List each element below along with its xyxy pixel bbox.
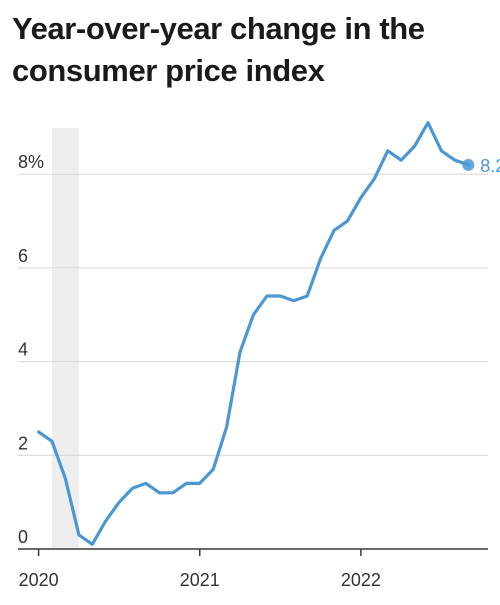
chart-title: Year-over-year change in the consumer pr… <box>12 11 425 88</box>
x-tick-label-2020: 2020 <box>19 570 59 590</box>
x-tick-labels: 2020 2021 2022 <box>19 570 381 590</box>
shaded-period <box>52 128 79 549</box>
y-tick-label-2: 2 <box>18 433 28 453</box>
x-axis <box>18 548 488 556</box>
x-tick-label-2021: 2021 <box>180 570 220 590</box>
end-value-label: 8.2 <box>480 156 500 176</box>
y-tick-labels: 0 2 4 6 8% <box>18 152 44 547</box>
series-layer: 8.2 <box>36 121 500 546</box>
series-line-cpi <box>36 121 470 546</box>
shaded-period-layer <box>52 128 79 549</box>
y-tick-label-6: 6 <box>18 246 28 266</box>
gridlines <box>18 173 488 456</box>
y-tick-label-0: 0 <box>18 527 28 547</box>
y-tick-label-4: 4 <box>18 340 28 360</box>
x-tick-label-2022: 2022 <box>341 570 381 590</box>
end-point-marker <box>462 158 475 171</box>
y-tick-label-8: 8% <box>18 152 44 172</box>
